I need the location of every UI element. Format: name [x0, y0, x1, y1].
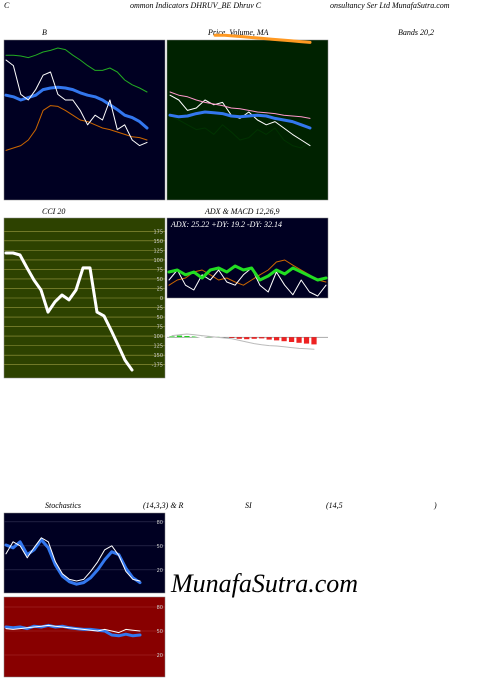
histogram-bar	[288, 337, 295, 342]
panel-title: B	[42, 28, 47, 37]
panel-title: )	[433, 501, 437, 510]
series-line	[171, 332, 315, 353]
y-tick-label: 80	[157, 520, 163, 526]
series-line	[5, 624, 141, 634]
histogram-bar	[176, 335, 183, 338]
series-line	[167, 264, 328, 282]
panel-bg	[166, 217, 329, 299]
header: onsultancy Ser Ltd MunafaSutra.com	[330, 1, 450, 10]
header: ommon Indicators DHRUV_BE Dhruv C	[130, 1, 262, 10]
series-line	[169, 114, 311, 149]
series-line	[4, 251, 134, 372]
y-tick-label: -175	[152, 363, 163, 369]
histogram-bar	[266, 337, 272, 340]
histogram-bar	[303, 337, 310, 344]
series-line	[168, 267, 327, 297]
histogram-bar	[281, 337, 287, 342]
series-line	[169, 94, 311, 147]
macd-values: 61.65, 63.65, -2	[171, 299, 222, 308]
series-line	[5, 105, 148, 151]
histogram-bar	[251, 337, 257, 339]
panel-title: CCI 20	[42, 207, 65, 216]
y-tick-label: 75	[157, 267, 163, 273]
histogram-bar	[296, 337, 302, 343]
y-tick-label: 50	[157, 315, 163, 321]
panel-title: Stochastics	[45, 501, 81, 510]
y-tick-label: 100	[153, 334, 163, 340]
histogram-bar	[184, 336, 190, 338]
y-tick-label: 125	[153, 248, 163, 254]
histogram-bar	[274, 337, 280, 341]
y-tick-label: 20	[157, 568, 163, 574]
panel-bg	[166, 39, 329, 201]
panel-title: SI	[245, 501, 252, 510]
series-line	[168, 110, 312, 130]
panel-title: Price, Volume, MA	[207, 28, 269, 37]
panel-title: (14,5	[326, 501, 343, 510]
histogram-bar	[191, 336, 198, 338]
series-line	[169, 91, 311, 119]
y-tick-label: 175	[153, 229, 163, 235]
histogram-bar	[229, 337, 235, 338]
header: C	[4, 1, 10, 10]
y-tick-label: 0	[160, 296, 163, 302]
y-tick-label: 50	[157, 277, 163, 283]
y-tick-label: 75	[157, 325, 163, 331]
series-line	[5, 537, 141, 582]
y-tick-label: 20	[157, 653, 163, 659]
panel-title: ADX & MACD 12,26,9	[204, 207, 279, 216]
histogram-bar	[236, 337, 242, 339]
panel-bg	[3, 596, 166, 678]
y-tick-label: 50	[157, 544, 163, 550]
adx-values: ADX: 25.22 +DY: 19.2 -DY: 32.14	[170, 220, 282, 229]
y-tick-label: 150	[153, 353, 163, 359]
panel-title: Bands 20,2	[398, 28, 434, 37]
y-tick-label: 150	[153, 239, 163, 245]
series-line	[4, 85, 149, 130]
y-tick-label: 125	[153, 344, 163, 350]
series-line	[213, 33, 312, 44]
histogram-bar	[244, 337, 250, 340]
y-tick-label: 25	[157, 286, 163, 292]
histogram-bar	[311, 337, 317, 345]
y-tick-label: 25	[157, 306, 163, 312]
y-tick-label: 100	[153, 258, 163, 264]
histogram-bar	[169, 336, 175, 338]
series-line	[5, 47, 148, 93]
series-line	[171, 333, 315, 350]
histogram-bar	[259, 337, 265, 339]
panels: 175 150 125 100 75 50 25 0 25 50 75 100 125 150 -175 80…	[3, 33, 329, 678]
y-tick-label: 80	[157, 605, 163, 611]
panel-title: (14,3,3) & R	[143, 501, 184, 510]
series-line	[5, 59, 148, 147]
watermark: MunafaSutra.com	[170, 569, 358, 598]
y-tick-label: 50	[157, 629, 163, 635]
panel-bg	[3, 39, 166, 201]
